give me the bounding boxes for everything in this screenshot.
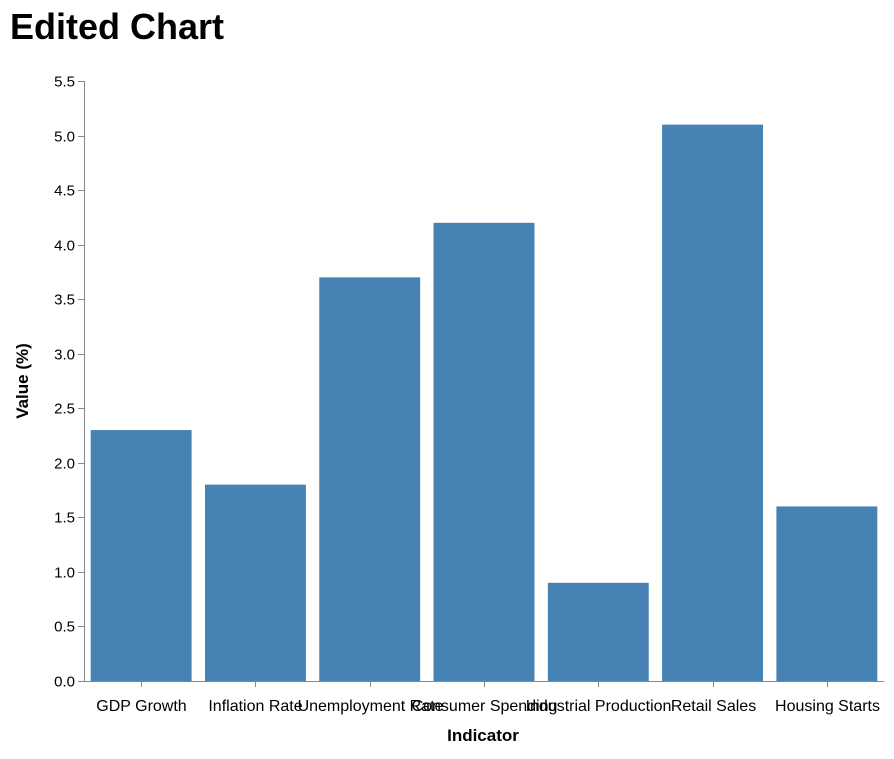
y-tick-label: 5.5 (54, 74, 75, 91)
y-tick-label: 4.5 (54, 183, 75, 200)
bar (90, 430, 192, 681)
bar (433, 222, 535, 681)
x-tick-label: Housing Starts (775, 698, 880, 715)
x-tick-label: Retail Sales (671, 698, 756, 715)
y-tick-label: 1.0 (54, 565, 75, 582)
bar (204, 484, 306, 681)
x-tick-label: Industrial Production (526, 698, 672, 715)
y-tick-label: 3.5 (54, 292, 75, 309)
y-axis: 0.0 0.5 1.0 1.5 2.0 2.5 3.0 3.5 4.0 4.5 5.0 5.5 (54, 74, 85, 691)
bars (90, 124, 878, 682)
bar (319, 277, 421, 681)
y-tick-label: 3.0 (54, 347, 75, 364)
bar (662, 124, 764, 682)
bar (547, 582, 649, 681)
x-tick-label: Consumer Spending (412, 698, 558, 715)
y-tick-label: 5.0 (54, 129, 75, 146)
x-tick-label: Unemployment Rate (298, 698, 444, 715)
x-tick-label: GDP Growth (96, 698, 186, 715)
chart-title: Edited Chart (10, 6, 225, 47)
y-tick-label: 4.0 (54, 238, 75, 255)
y-axis-title: Value (%) (13, 343, 32, 419)
y-tick-label: 2.0 (54, 456, 75, 473)
x-axis-title: Indicator (447, 726, 519, 745)
x-tick-label: Inflation Rate (208, 698, 302, 715)
y-tick-label: 2.5 (54, 401, 75, 418)
y-tick-label: 0.5 (54, 619, 75, 636)
bar (776, 506, 878, 681)
y-tick-label: 0.0 (54, 674, 75, 691)
y-tick-label: 1.5 (54, 510, 75, 527)
